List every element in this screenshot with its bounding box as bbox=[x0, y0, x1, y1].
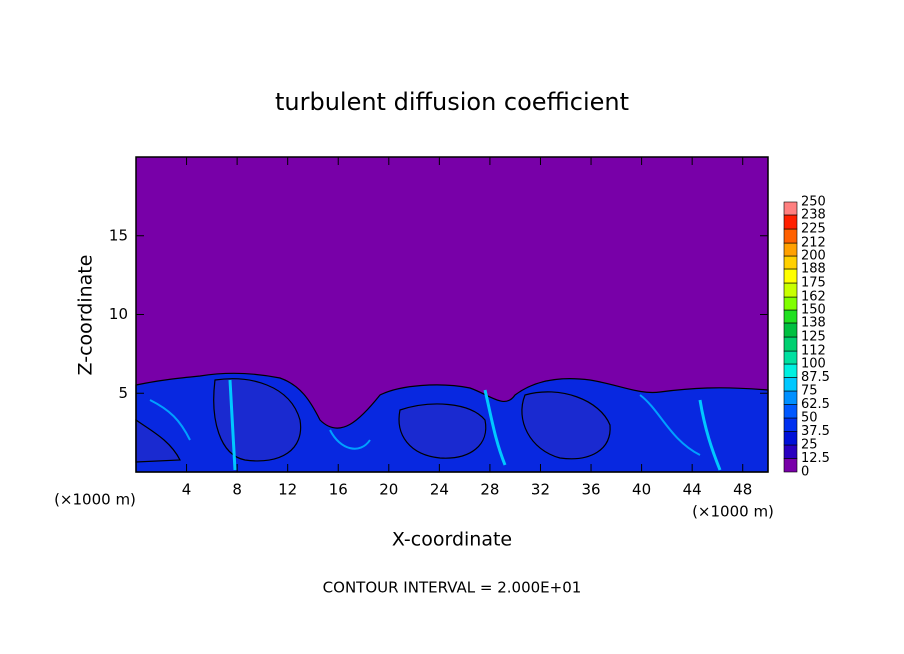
x-tick-label: 20 bbox=[379, 481, 398, 499]
colorbar-label: 188 bbox=[801, 261, 826, 276]
colorbar-label: 125 bbox=[801, 330, 826, 345]
colorbar-band bbox=[783, 228, 798, 244]
colorbar-label: 150 bbox=[801, 303, 826, 318]
colorbar-label: 250 bbox=[801, 195, 826, 210]
colorbar-label: 200 bbox=[801, 249, 826, 264]
colorbar-label: 12.5 bbox=[801, 451, 830, 466]
colorbar-band bbox=[783, 214, 798, 230]
colorbar-label: 112 bbox=[801, 344, 826, 359]
colorbar-band bbox=[783, 282, 798, 298]
colorbar-band bbox=[783, 309, 798, 324]
colorbar-label: 50 bbox=[801, 411, 818, 426]
colorbar-band bbox=[783, 242, 798, 257]
x-tick-label: 32 bbox=[531, 481, 550, 499]
x-axis-label: X-coordinate bbox=[392, 529, 512, 551]
colorbar-band bbox=[783, 350, 798, 365]
x-unit: (×1000 m) bbox=[54, 491, 136, 509]
colorbar-band bbox=[783, 377, 798, 392]
y-axis-label: Z-coordinate bbox=[75, 255, 97, 376]
colorbar-band bbox=[783, 268, 798, 284]
x-tick-label: 44 bbox=[683, 481, 702, 499]
x-tick-label: 8 bbox=[232, 481, 242, 499]
colorbar-label: 175 bbox=[801, 276, 826, 291]
x-tick-label: 12 bbox=[278, 481, 297, 499]
chart-title: turbulent diffusion coefficient bbox=[275, 88, 629, 116]
x-tick-label: 40 bbox=[632, 481, 651, 499]
turbulent-region bbox=[135, 372, 769, 473]
x-tick-label: 16 bbox=[329, 481, 348, 499]
contour-interval-note: CONTOUR INTERVAL = 2.000E+01 bbox=[323, 579, 582, 597]
y-tick-label: 10 bbox=[109, 305, 128, 323]
colorbar-label: 138 bbox=[801, 315, 826, 330]
x-tick-label: 28 bbox=[480, 481, 499, 499]
colorbar-label: 87.5 bbox=[801, 370, 830, 385]
colorbar-band bbox=[783, 458, 798, 473]
colorbar-band bbox=[783, 322, 798, 338]
colorbar-band bbox=[783, 390, 798, 405]
x-tick-label: 48 bbox=[733, 481, 752, 499]
y-tick-label: 5 bbox=[118, 384, 128, 402]
colorbar-label: 100 bbox=[801, 357, 826, 372]
colorbar-label: 0 bbox=[801, 465, 809, 480]
colorbar-label: 162 bbox=[801, 290, 826, 305]
colorbar-band bbox=[783, 404, 798, 419]
colorbar-band bbox=[783, 201, 798, 216]
colorbar-band bbox=[783, 255, 798, 270]
colorbar-band bbox=[783, 431, 798, 446]
x-tick-label: 24 bbox=[430, 481, 449, 499]
colorbar-band bbox=[783, 363, 798, 378]
colorbar-band bbox=[783, 417, 798, 432]
colorbar-label: 225 bbox=[801, 222, 826, 237]
colorbar-label: 25 bbox=[801, 438, 818, 453]
x-tick-label: 4 bbox=[182, 481, 192, 499]
x-tick-label: 36 bbox=[581, 481, 600, 499]
x-unit-right: (×1000 m) bbox=[692, 503, 774, 521]
colorbar-label: 75 bbox=[801, 384, 818, 399]
colorbar-band bbox=[783, 444, 798, 459]
colorbar-band bbox=[783, 296, 798, 311]
colorbar-label: 62.5 bbox=[801, 397, 830, 412]
colorbar-label: 37.5 bbox=[801, 424, 830, 439]
colorbar-label: 212 bbox=[801, 236, 826, 251]
colorbar-label: 238 bbox=[801, 207, 826, 222]
y-tick-label: 15 bbox=[109, 226, 128, 244]
colorbar-band bbox=[783, 336, 798, 352]
